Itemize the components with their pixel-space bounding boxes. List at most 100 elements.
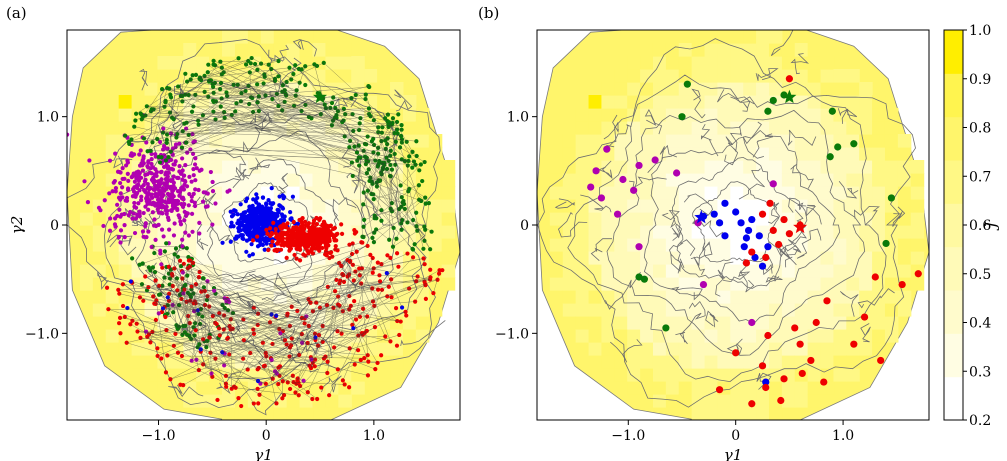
data-point [67, 132, 70, 137]
trajectory-segment [240, 62, 324, 102]
contour-line [738, 168, 765, 200]
contour-cell [743, 56, 757, 70]
contour-cell [691, 316, 706, 330]
contour-line [755, 68, 779, 81]
contour-cell [428, 173, 443, 187]
trajectory-segment [376, 148, 386, 219]
contour-line [274, 272, 293, 299]
contour-line [788, 197, 807, 213]
data-point [375, 260, 380, 265]
contour-cell [678, 342, 693, 356]
data-point [241, 223, 246, 228]
contour-cell [678, 212, 693, 226]
contour-cell [652, 199, 667, 213]
contour-cell [820, 56, 835, 70]
data-point [828, 107, 836, 115]
data-point [860, 313, 869, 321]
contour-cell [575, 186, 590, 200]
data-point [157, 181, 163, 187]
data-point [245, 214, 250, 219]
contour-cell [640, 329, 654, 343]
data-point [153, 237, 158, 242]
data-point [352, 144, 357, 149]
data-point [210, 188, 216, 194]
contour-cell [441, 173, 456, 187]
data-point [130, 256, 135, 261]
trajectory-segment [221, 95, 266, 99]
data-point [141, 188, 147, 193]
contour-cell [665, 381, 680, 395]
data-point [250, 222, 255, 227]
data-point [278, 232, 284, 237]
trajectory-segment [137, 331, 254, 334]
data-point [764, 107, 772, 115]
contour-cell [222, 160, 236, 174]
trajectory-segment [186, 110, 259, 143]
trajectory-segment [148, 267, 171, 279]
contour-cell [678, 381, 693, 395]
contour-cell [652, 303, 667, 317]
data-point [293, 225, 298, 231]
data-point [420, 178, 425, 184]
data-point [305, 248, 310, 253]
contour-cell [691, 290, 706, 304]
trajectory-segment [359, 123, 425, 163]
data-point [160, 194, 165, 200]
data-point [287, 233, 292, 239]
data-point [248, 234, 253, 239]
contour-cell [273, 251, 288, 265]
contour-cell [704, 407, 719, 420]
contour-cell [415, 212, 430, 226]
trajectory-segment [209, 80, 374, 153]
contour-cell [704, 238, 719, 252]
contour-cell [640, 108, 654, 122]
trajectory-segment [164, 80, 210, 107]
trajectory-segment [257, 102, 395, 155]
trajectory-segment [257, 102, 377, 183]
contour-cell [691, 368, 706, 382]
data-point [136, 201, 141, 206]
trajectory-segment [148, 286, 316, 341]
data-point [393, 306, 399, 311]
data-point [277, 194, 282, 199]
data-point [630, 186, 638, 194]
data-point [334, 232, 339, 237]
trajectory-segment [374, 199, 420, 233]
data-point [742, 234, 751, 242]
contour-cell [144, 303, 159, 317]
data-point [278, 226, 284, 231]
data-point [250, 252, 255, 257]
data-point [352, 299, 357, 304]
contour-cell [730, 277, 744, 291]
data-point [339, 231, 345, 236]
contour-cell [364, 69, 378, 83]
contour-cell [859, 329, 873, 343]
contour-cell [575, 108, 590, 122]
trajectory-segment [366, 160, 402, 198]
contour-cell [768, 160, 783, 174]
data-point [262, 219, 267, 224]
contour-cell [768, 290, 783, 304]
data-point [151, 223, 157, 228]
contour-cell [807, 108, 822, 122]
contour-cell [377, 342, 391, 356]
contour-cell [614, 355, 628, 369]
contour-cell [118, 329, 133, 343]
data-point [211, 58, 216, 64]
contour-cell [222, 43, 236, 57]
contour-cell [299, 186, 314, 200]
data-point [347, 385, 352, 390]
data-point [332, 226, 337, 231]
data-point [158, 210, 163, 215]
contour-cell [364, 95, 378, 109]
contour-cell [415, 121, 430, 135]
contour-cell [704, 108, 719, 122]
contour-cell [428, 251, 443, 265]
contour-cell [872, 160, 886, 174]
contour-cell [640, 251, 654, 265]
contour-cell [273, 147, 288, 161]
trajectory-segment [204, 304, 359, 351]
contour-cell [325, 69, 339, 83]
data-point [179, 196, 184, 201]
trajectory-segment [207, 58, 239, 73]
